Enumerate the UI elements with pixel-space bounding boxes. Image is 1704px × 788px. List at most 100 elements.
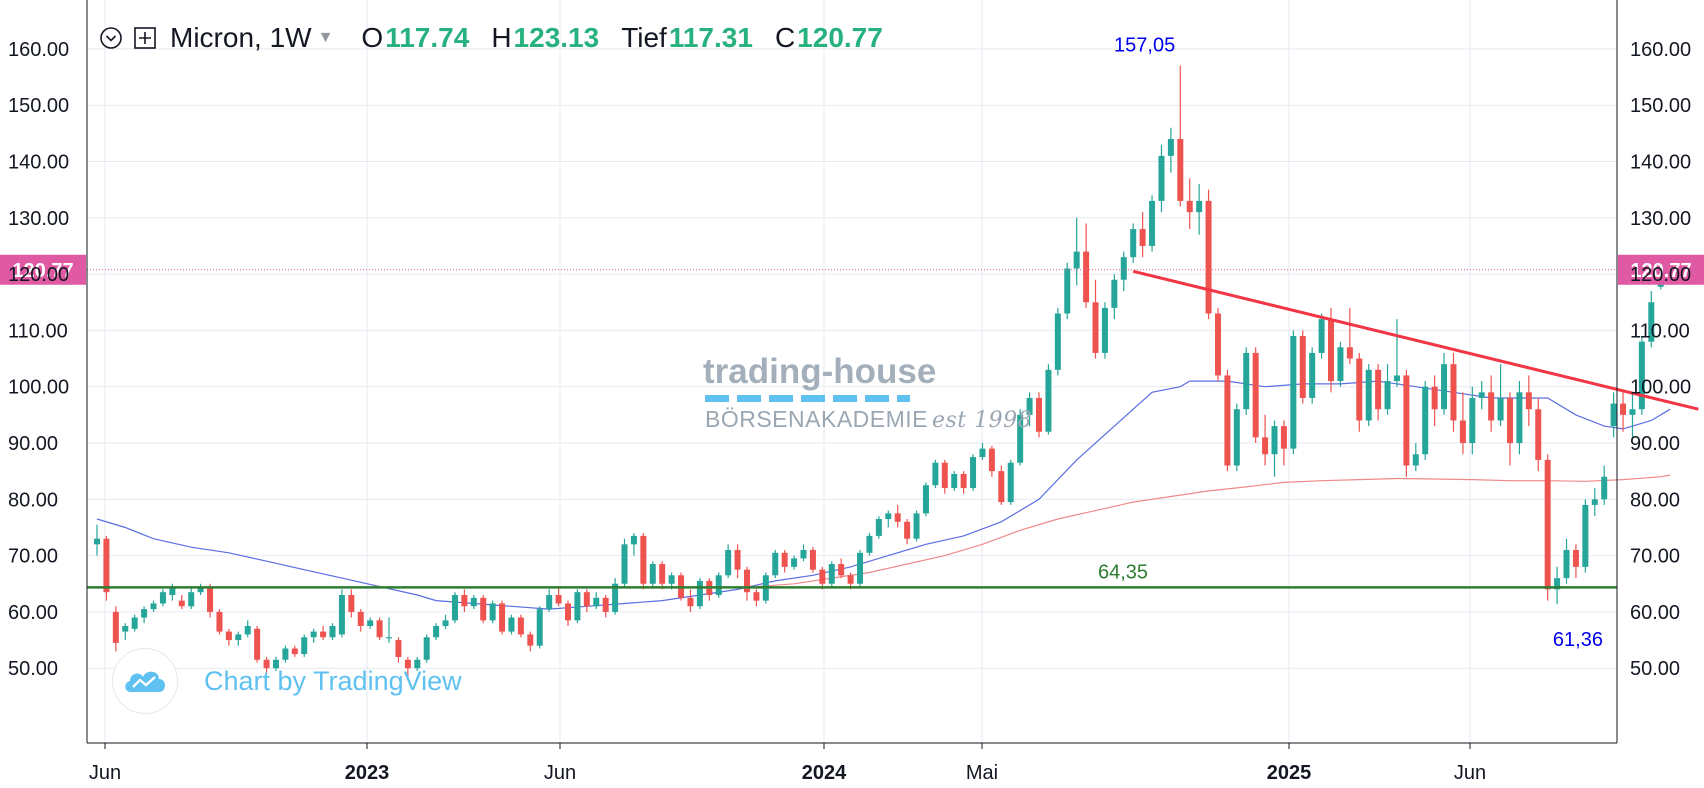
candle[interactable] <box>1243 347 1250 415</box>
candle[interactable] <box>357 609 364 632</box>
candle[interactable] <box>1403 369 1410 477</box>
candle[interactable] <box>1017 409 1024 466</box>
candle[interactable] <box>772 549 779 579</box>
candle[interactable] <box>555 586 562 607</box>
candle[interactable] <box>574 589 581 624</box>
candle[interactable] <box>197 583 204 596</box>
candle[interactable] <box>612 578 619 615</box>
candle[interactable] <box>470 595 477 610</box>
candle[interactable] <box>922 482 929 517</box>
candle[interactable] <box>1309 347 1316 404</box>
candle[interactable] <box>1393 319 1400 387</box>
candle[interactable] <box>1591 488 1598 517</box>
candle[interactable] <box>1629 392 1636 438</box>
candle[interactable] <box>904 519 911 545</box>
candle[interactable] <box>1563 538 1570 584</box>
candle[interactable] <box>122 623 129 641</box>
candle[interactable] <box>1252 347 1259 443</box>
candle[interactable] <box>1497 364 1504 427</box>
candle[interactable] <box>565 600 571 626</box>
candle[interactable] <box>1337 341 1344 387</box>
candle[interactable] <box>282 645 289 663</box>
symbol-dropdown-caret-icon[interactable]: ▼ <box>317 29 334 46</box>
candle[interactable] <box>1299 330 1306 404</box>
candle[interactable] <box>1130 223 1137 263</box>
candle[interactable] <box>291 645 298 657</box>
candle[interactable] <box>1507 392 1513 466</box>
candle[interactable] <box>1101 302 1108 359</box>
candle[interactable] <box>216 609 223 635</box>
candle[interactable] <box>1535 397 1542 472</box>
candle[interactable] <box>1139 212 1146 258</box>
candle[interactable] <box>875 516 882 539</box>
candle[interactable] <box>404 656 411 677</box>
candle[interactable] <box>1431 375 1438 427</box>
candle[interactable] <box>159 589 166 607</box>
candle[interactable] <box>386 617 393 643</box>
candle[interactable] <box>1290 330 1297 455</box>
candle[interactable] <box>781 549 788 573</box>
candle[interactable] <box>1516 381 1523 455</box>
candle[interactable] <box>1083 223 1090 308</box>
tradingview-badge-text[interactable]: Chart by TradingView <box>204 665 462 696</box>
candle[interactable] <box>1007 459 1014 505</box>
candle[interactable] <box>1525 375 1532 427</box>
candle[interactable] <box>1459 392 1466 455</box>
candle[interactable] <box>687 589 694 612</box>
candle[interactable] <box>649 561 656 587</box>
candle[interactable] <box>1120 251 1127 291</box>
candle[interactable] <box>376 617 383 641</box>
candle[interactable] <box>743 566 750 601</box>
candle[interactable] <box>1280 420 1287 466</box>
candle[interactable] <box>141 606 148 624</box>
candle[interactable] <box>866 533 873 556</box>
candle[interactable] <box>885 510 892 528</box>
candle[interactable] <box>1262 414 1269 466</box>
candle[interactable] <box>941 459 948 494</box>
candle[interactable] <box>1375 364 1382 421</box>
candle[interactable] <box>725 544 732 579</box>
candle[interactable] <box>1026 392 1033 427</box>
candle[interactable] <box>1620 392 1627 432</box>
candle[interactable] <box>1092 279 1099 359</box>
candle[interactable] <box>272 656 279 672</box>
candle[interactable] <box>301 634 308 657</box>
candle[interactable] <box>1036 392 1042 438</box>
candle[interactable] <box>602 595 609 618</box>
candle[interactable] <box>1064 262 1071 320</box>
candle[interactable] <box>1177 65 1184 207</box>
candle[interactable] <box>809 547 816 573</box>
candle[interactable] <box>1346 307 1353 365</box>
candle[interactable] <box>451 592 458 624</box>
candle[interactable] <box>536 606 543 649</box>
candle[interactable] <box>207 583 214 618</box>
candle[interactable] <box>753 589 760 607</box>
candle[interactable] <box>1149 195 1156 252</box>
candle[interactable] <box>1111 274 1118 320</box>
candle[interactable] <box>244 620 251 638</box>
candle[interactable] <box>932 459 939 489</box>
candle[interactable] <box>696 578 703 610</box>
candle[interactable] <box>621 538 628 587</box>
candle[interactable] <box>640 533 647 590</box>
candle[interactable] <box>1441 352 1448 415</box>
candle[interactable] <box>395 637 402 663</box>
candle[interactable] <box>1601 465 1608 505</box>
candle[interactable] <box>480 595 487 624</box>
candle[interactable] <box>1318 313 1325 359</box>
candle[interactable] <box>1167 127 1174 173</box>
candle[interactable] <box>960 471 967 494</box>
collapse-chevron-icon[interactable] <box>98 25 124 51</box>
candle[interactable] <box>1638 336 1645 415</box>
candle[interactable] <box>1054 307 1061 376</box>
candle[interactable] <box>630 533 637 556</box>
candle[interactable] <box>988 445 995 477</box>
candle[interactable] <box>329 623 336 641</box>
candle[interactable] <box>1233 403 1240 472</box>
candle[interactable] <box>225 628 232 646</box>
candle[interactable] <box>1422 381 1429 460</box>
candle[interactable] <box>791 555 798 570</box>
candle[interactable] <box>442 614 449 629</box>
candle[interactable] <box>1365 364 1372 427</box>
